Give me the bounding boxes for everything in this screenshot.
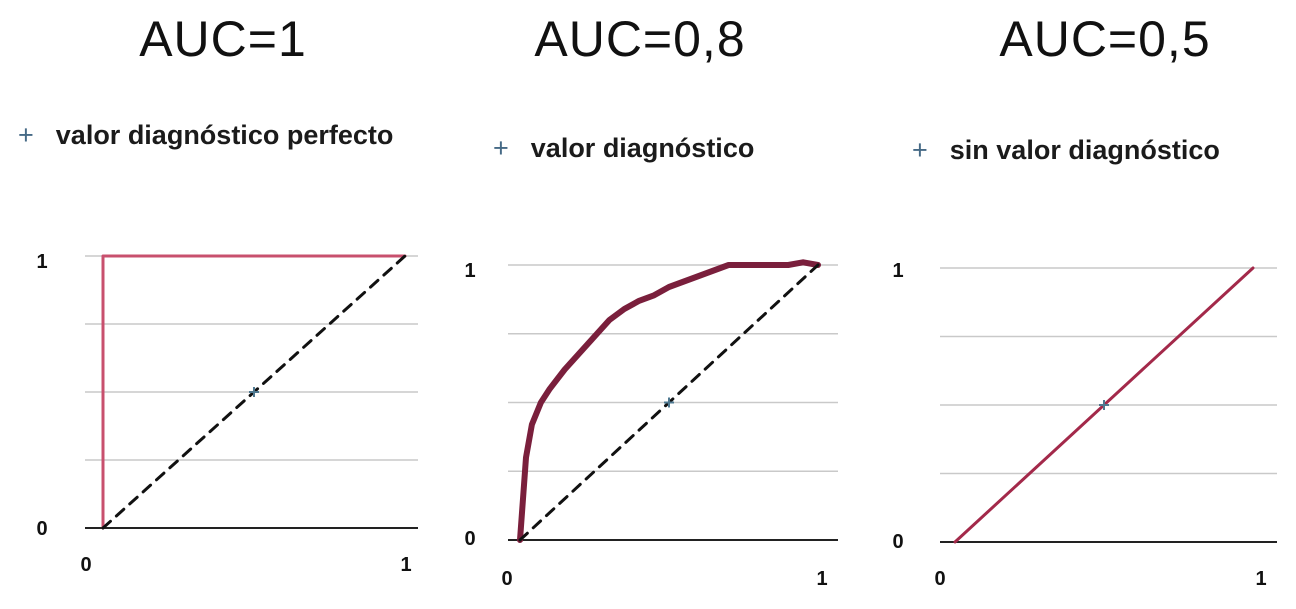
plus-icon: + [18,120,34,150]
y-tick-label: 1 [464,260,475,282]
panel-1-title: AUC=1 [139,11,307,67]
y-tick-label: 0 [36,518,47,540]
panel-2-subtitle-text: valor diagnóstico [530,133,755,163]
plus-icon: + [493,133,509,163]
x-tick-label: 0 [80,554,91,576]
x-tick-label: 0 [501,568,512,590]
panel-2-subtitle: + valor diagnóstico [493,133,754,164]
x-tick-label: 1 [400,554,411,576]
roc-chart-1: 0 1 0 1 [36,251,418,576]
x-tick-label: 0 [934,568,945,590]
roc-curve-line [517,259,821,543]
x-tick-label: 1 [816,568,827,590]
roc-chart-3: 0 1 0 1 [892,260,1277,590]
panel-3-title: AUC=0,5 [999,11,1211,67]
y-tick-label: 0 [464,528,475,550]
panel-1-subtitle: + valor diagnóstico perfecto [18,120,393,151]
panel-3-subtitle: + sin valor diagnóstico [912,135,1220,166]
x-tick-label: 1 [1255,568,1266,590]
y-tick-label: 0 [892,531,903,553]
roc-chart-2: 0 1 0 1 [464,259,838,590]
panel-2-title: AUC=0,8 [534,11,746,67]
y-tick-label: 1 [892,260,903,282]
roc-curve-line [101,254,407,530]
panel-1-subtitle-text: valor diagnóstico perfecto [55,120,394,150]
plus-icon: + [912,135,928,165]
y-tick-label: 1 [36,251,47,273]
panel-3-subtitle-text: sin valor diagnóstico [949,135,1220,165]
